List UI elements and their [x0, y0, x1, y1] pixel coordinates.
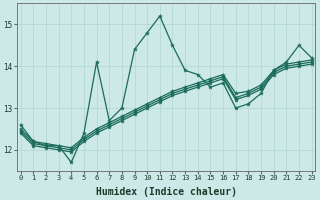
X-axis label: Humidex (Indice chaleur): Humidex (Indice chaleur) [96, 186, 237, 197]
